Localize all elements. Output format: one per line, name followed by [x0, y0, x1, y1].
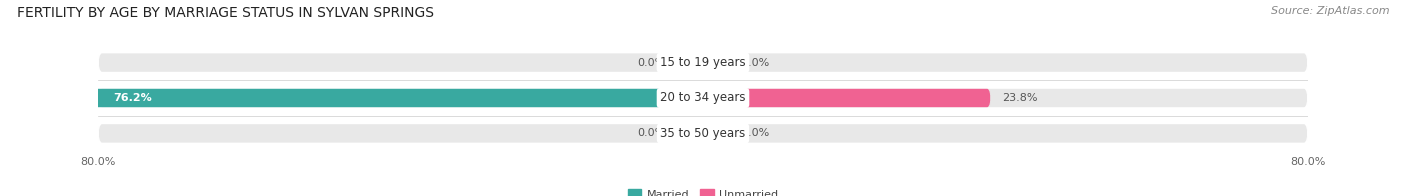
Text: Source: ZipAtlas.com: Source: ZipAtlas.com	[1271, 6, 1389, 16]
Text: 0.0%: 0.0%	[637, 58, 665, 68]
Text: 23.8%: 23.8%	[1002, 93, 1038, 103]
FancyBboxPatch shape	[0, 89, 703, 107]
FancyBboxPatch shape	[98, 124, 1308, 143]
Text: FERTILITY BY AGE BY MARRIAGE STATUS IN SYLVAN SPRINGS: FERTILITY BY AGE BY MARRIAGE STATUS IN S…	[17, 6, 434, 20]
Text: 0.0%: 0.0%	[741, 128, 769, 138]
FancyBboxPatch shape	[676, 124, 703, 143]
FancyBboxPatch shape	[703, 53, 730, 72]
FancyBboxPatch shape	[676, 53, 703, 72]
Text: 35 to 50 years: 35 to 50 years	[661, 127, 745, 140]
Text: 0.0%: 0.0%	[741, 58, 769, 68]
FancyBboxPatch shape	[703, 89, 991, 107]
Text: 15 to 19 years: 15 to 19 years	[661, 56, 745, 69]
Text: 20 to 34 years: 20 to 34 years	[661, 92, 745, 104]
FancyBboxPatch shape	[98, 89, 1308, 107]
Text: 0.0%: 0.0%	[637, 128, 665, 138]
FancyBboxPatch shape	[98, 53, 1308, 72]
FancyBboxPatch shape	[703, 124, 730, 143]
Legend: Married, Unmarried: Married, Unmarried	[623, 185, 783, 196]
Text: 76.2%: 76.2%	[114, 93, 152, 103]
